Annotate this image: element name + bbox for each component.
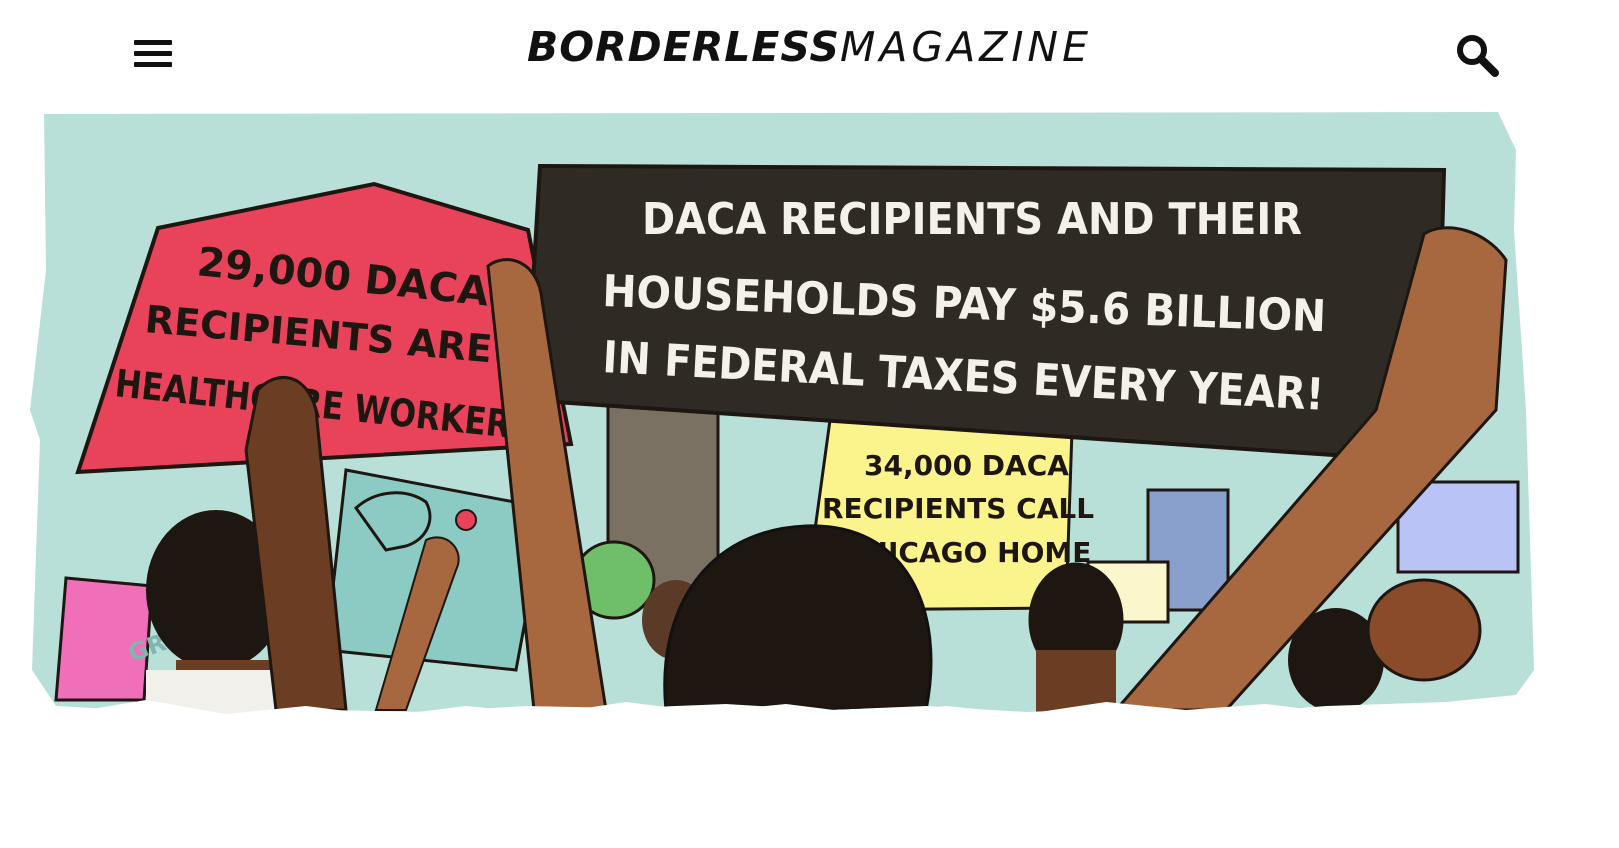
dark-protest-sign: DACA RECIPIENTS AND THEIR HOUSEHOLDS PAY…: [523, 163, 1447, 465]
torn-paper-edge: [26, 696, 1592, 750]
logo-light-text: MAGAZINE: [840, 23, 1092, 71]
flower-drawing: [455, 509, 477, 531]
crowd: [146, 226, 1508, 716]
crowd-head: [1288, 608, 1384, 712]
yellow-sign-line-1: 34,000 DACA: [864, 449, 1069, 482]
blue-sign: [1146, 488, 1230, 612]
hamburger-menu-icon-bar: [134, 51, 172, 56]
logo-bold-text: BORDERLESS: [526, 23, 840, 71]
hand-with-flower: [374, 536, 460, 711]
hamburger-menu-icon-bar: [134, 62, 172, 67]
lavender-sign: [1396, 480, 1520, 574]
crowd-head: [146, 510, 286, 670]
protest-illustration: 29,000 DACA RECIPIENTS ARE HEALTHCARE WO…: [26, 112, 1592, 750]
curly-hair-person: [663, 524, 933, 712]
search-icon: [1457, 35, 1499, 77]
hero-illustration: 29,000 DACA RECIPIENTS ARE HEALTHCARE WO…: [26, 110, 1592, 750]
crowd-head: [1366, 578, 1482, 682]
yellow-sign-line-2: RECIPIENTS CALL: [822, 492, 1094, 525]
site-header: BORDERLESSMAGAZINE: [0, 0, 1619, 110]
search-button[interactable]: [1452, 30, 1504, 82]
menu-button[interactable]: [122, 30, 174, 76]
site-logo[interactable]: BORDERLESSMAGAZINE: [0, 22, 1619, 72]
magenta-sign: [54, 576, 154, 702]
dark-sign-line-1: DACA RECIPIENTS AND THEIR: [642, 194, 1302, 245]
pink-protest-sign: 29,000 DACA RECIPIENTS ARE HEALTHCARE WO…: [75, 181, 574, 475]
hamburger-menu-icon: [134, 40, 172, 45]
fist-drawing: [354, 491, 432, 552]
